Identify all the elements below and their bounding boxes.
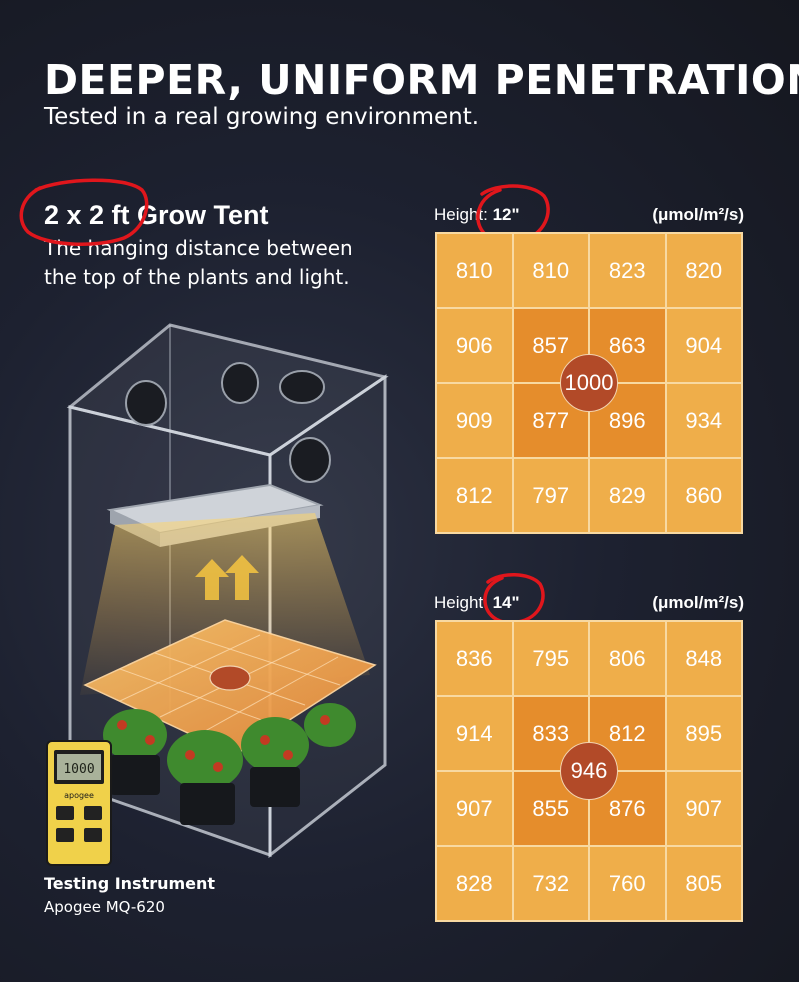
height-label: Height: 12"	[434, 205, 520, 224]
page-subtitle: Tested in a real growing environment.	[44, 104, 480, 130]
grid-header-14in: Height: 14" (μmol/m²/s)	[434, 593, 744, 617]
ppfd-cell: 907	[665, 771, 742, 846]
ppfd-grid-14in: 836 795 806 848 914 833 812 895 907 855 …	[435, 620, 743, 922]
quantum-meter-icon: 1000 apogee	[46, 740, 112, 866]
ppfd-cell: 797	[512, 458, 589, 533]
ppfd-cell: 914	[436, 696, 513, 771]
ppfd-cell: 812	[436, 458, 513, 533]
ppfd-cell: 906	[436, 308, 513, 383]
ppfd-cell: 895	[665, 696, 742, 771]
ppfd-cell: 857	[512, 308, 589, 383]
ppfd-cell: 909	[436, 383, 513, 458]
ppfd-cell: 810	[512, 233, 589, 308]
center-ppfd-badge: 1000	[560, 354, 618, 412]
ppfd-cell: 907	[436, 771, 513, 846]
unit-label: (μmol/m²/s)	[652, 205, 744, 224]
ppfd-cell: 806	[589, 621, 666, 696]
grow-tent-illustration	[66, 323, 389, 859]
ppfd-cell: 904	[665, 308, 742, 383]
svg-text:apogee: apogee	[64, 791, 94, 800]
instrument-model: Apogee MQ-620	[44, 898, 165, 916]
ppfd-cell: 805	[665, 846, 742, 921]
ppfd-cell: 934	[665, 383, 742, 458]
ppfd-cell: 860	[665, 458, 742, 533]
ppfd-grid-12in: 810 810 823 820 906 857 863 904 909 877 …	[435, 232, 743, 534]
ppfd-cell: 836	[436, 621, 513, 696]
instrument-title: Testing Instrument	[44, 874, 216, 893]
ppfd-cell: 820	[665, 233, 742, 308]
page-title: DEEPER, UNIFORM PENETRATION	[44, 56, 799, 104]
ppfd-cell: 829	[589, 458, 666, 533]
tent-description: The hanging distance between the top of …	[44, 236, 353, 289]
ppfd-cell: 877	[512, 383, 589, 458]
svg-text:1000: 1000	[63, 762, 94, 777]
annotation-circle-tent-size	[19, 178, 149, 246]
ppfd-cell: 760	[589, 846, 666, 921]
ppfd-cell: 855	[512, 771, 589, 846]
center-ppfd-badge: 946	[560, 742, 618, 800]
ppfd-cell: 848	[665, 621, 742, 696]
ppfd-cell: 828	[436, 846, 513, 921]
ppfd-cell: 732	[512, 846, 589, 921]
tent-size-heading: 2 x 2 ft Grow Tent	[44, 200, 269, 230]
ppfd-cell: 823	[589, 233, 666, 308]
ppfd-cell: 795	[512, 621, 589, 696]
ppfd-cell: 810	[436, 233, 513, 308]
unit-label: (μmol/m²/s)	[652, 593, 744, 612]
grid-header-12in: Height: 12" (μmol/m²/s)	[434, 205, 744, 229]
height-label: Height: 14"	[434, 593, 520, 612]
